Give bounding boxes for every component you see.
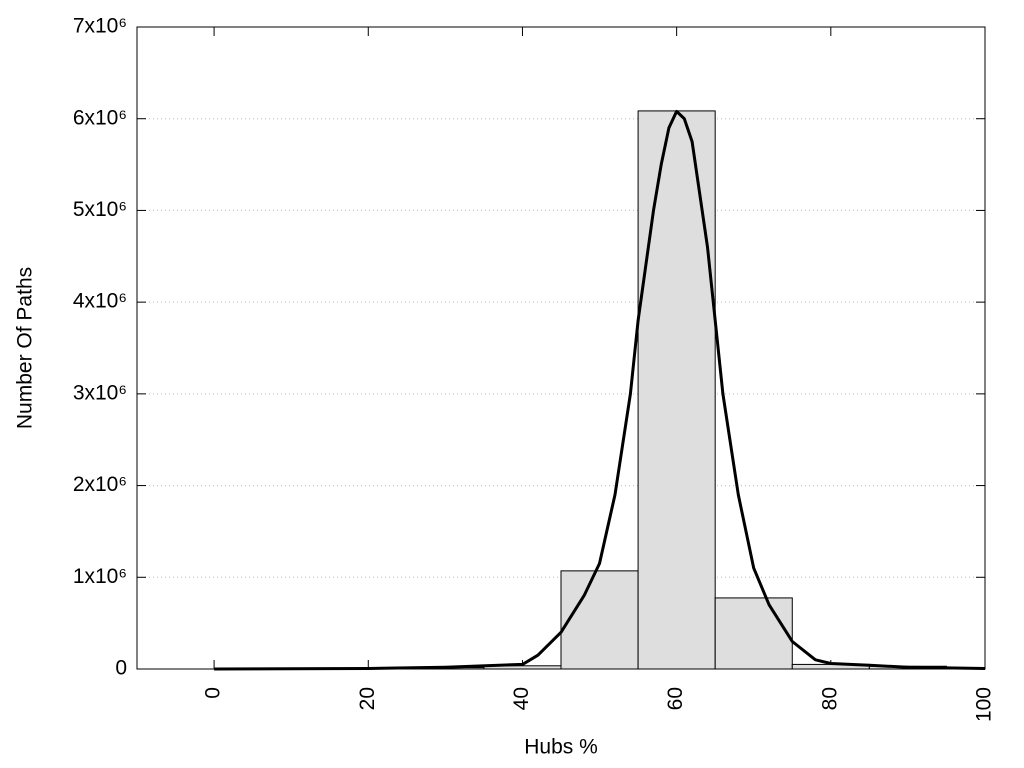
- y-tick-label: 0: [115, 657, 127, 680]
- y-tick-label: 1x10⁶: [73, 565, 127, 588]
- plot-frame: [136, 26, 986, 670]
- y-tick-label: 5x10⁶: [73, 198, 127, 221]
- x-tick-label: 40: [510, 687, 533, 710]
- bar: [560, 570, 639, 670]
- y-tick-label: 7x10⁶: [73, 15, 127, 38]
- y-tick-label: 6x10⁶: [73, 106, 127, 129]
- y-tick-label: 2x10⁶: [73, 473, 127, 496]
- x-tick-label: 20: [356, 687, 379, 710]
- y-tick-label: 3x10⁶: [73, 381, 127, 404]
- x-tick-label: 60: [664, 687, 687, 710]
- bar: [637, 110, 716, 670]
- y-tick-label: 4x10⁶: [73, 290, 127, 313]
- y-axis-label: Number Of Paths: [14, 267, 37, 429]
- curve: [214, 109, 986, 671]
- x-tick-label: 0: [202, 687, 225, 699]
- x-tick-label: 100: [973, 687, 996, 722]
- x-tick-label: 80: [818, 687, 841, 710]
- x-axis-label: Hubs %: [524, 736, 598, 759]
- bar: [714, 597, 793, 670]
